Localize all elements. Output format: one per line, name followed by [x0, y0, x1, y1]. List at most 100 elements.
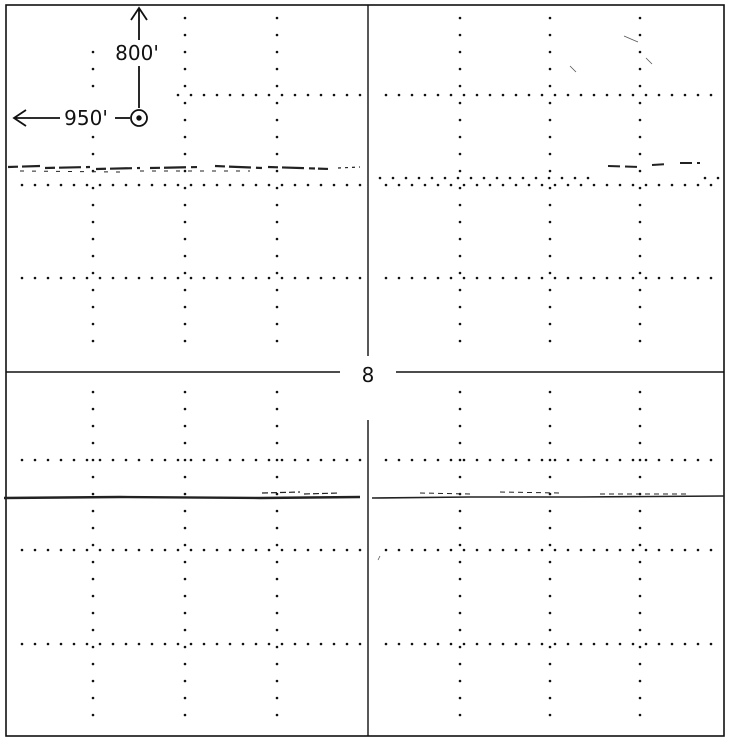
grid-dot — [638, 509, 642, 513]
grid-dot — [605, 642, 609, 646]
grid-dot — [150, 458, 154, 462]
grid-dot — [670, 183, 674, 187]
grid-dot — [293, 93, 297, 97]
grid-dot — [540, 276, 544, 280]
grid-dot — [275, 33, 279, 37]
grid-dot — [458, 305, 462, 309]
grid-dot — [638, 135, 642, 139]
grid-dot — [458, 237, 462, 241]
grid-dot — [275, 696, 279, 700]
grid-dot — [458, 101, 462, 105]
grid-dot — [91, 475, 95, 479]
grid-dot — [456, 176, 460, 180]
grid-dot — [548, 441, 552, 445]
grid-dot — [548, 271, 552, 275]
grid-dot — [183, 424, 187, 428]
grid-dot — [501, 93, 505, 97]
grid-dot — [501, 276, 505, 280]
grid-dot — [631, 458, 635, 462]
grid-dot — [638, 67, 642, 71]
grid-dot — [183, 152, 187, 156]
grid-dot — [475, 642, 479, 646]
grid-dot — [638, 271, 642, 275]
grid-dot — [332, 276, 336, 280]
grid-dot — [275, 271, 279, 275]
grid-dot — [384, 458, 388, 462]
grid-dot — [592, 276, 596, 280]
grid-dot — [548, 662, 552, 666]
grid-dot — [176, 642, 180, 646]
grid-dot — [183, 611, 187, 615]
grid-dot — [579, 548, 583, 552]
grid-dot — [91, 492, 95, 496]
grid-dot — [345, 276, 349, 280]
grid-dot — [458, 526, 462, 530]
grid-dot — [241, 276, 245, 280]
grid-dot — [618, 276, 622, 280]
grid-dot — [202, 93, 206, 97]
grid-dot — [124, 458, 128, 462]
grid-dot — [657, 548, 661, 552]
grid-dot — [696, 183, 700, 187]
grid-dot — [592, 93, 596, 97]
grid-dot — [124, 642, 128, 646]
target-circle-icon — [130, 109, 148, 127]
grid-dot — [183, 509, 187, 513]
grid-dot — [293, 458, 297, 462]
grid-dot — [449, 93, 453, 97]
grid-dot — [91, 458, 95, 462]
grid-dot — [488, 458, 492, 462]
grid-dot — [683, 458, 687, 462]
grid-dot — [548, 679, 552, 683]
grid-dot — [683, 642, 687, 646]
grid-dot — [566, 276, 570, 280]
grid-dot — [548, 611, 552, 615]
grid-dot — [410, 458, 414, 462]
grid-dot — [280, 458, 284, 462]
grid-dot — [458, 577, 462, 581]
grid-dot — [436, 642, 440, 646]
grid-dot — [345, 548, 349, 552]
grid-dot — [423, 458, 427, 462]
grid-dot — [670, 276, 674, 280]
grid-dot — [202, 548, 206, 552]
grid-dot — [163, 276, 167, 280]
grid-dot — [605, 276, 609, 280]
grid-dot — [514, 93, 518, 97]
grid-dot — [275, 237, 279, 241]
grid-dot — [462, 183, 466, 187]
grid-dot — [397, 458, 401, 462]
grid-dot — [137, 183, 141, 187]
grid-dot — [150, 276, 154, 280]
grid-dot — [548, 186, 552, 190]
grid-dot — [566, 93, 570, 97]
grid-dot — [163, 642, 167, 646]
grid-dot — [397, 642, 401, 646]
grid-dot — [458, 713, 462, 717]
grid-dot — [275, 679, 279, 683]
grid-dot — [458, 118, 462, 122]
grid-dot — [566, 642, 570, 646]
grid-dot — [458, 679, 462, 683]
grid-dot — [548, 526, 552, 530]
grid-dot — [91, 339, 95, 343]
grid-dot — [280, 548, 284, 552]
grid-dot — [527, 548, 531, 552]
grid-dot — [670, 458, 674, 462]
grid-dot — [275, 288, 279, 292]
grid-dot — [72, 183, 76, 187]
grid-dot — [458, 16, 462, 20]
grid-dot — [488, 183, 492, 187]
grid-dot — [20, 183, 24, 187]
grid-dot — [638, 679, 642, 683]
grid-dot — [183, 560, 187, 564]
grid-dot — [657, 458, 661, 462]
grid-dot — [397, 93, 401, 97]
grid-dot — [638, 101, 642, 105]
grid-dot — [293, 183, 297, 187]
grid-dot — [215, 183, 219, 187]
grid-dot — [458, 458, 462, 462]
grid-dot — [423, 548, 427, 552]
grid-dot — [548, 713, 552, 717]
grid-dot — [183, 645, 187, 649]
